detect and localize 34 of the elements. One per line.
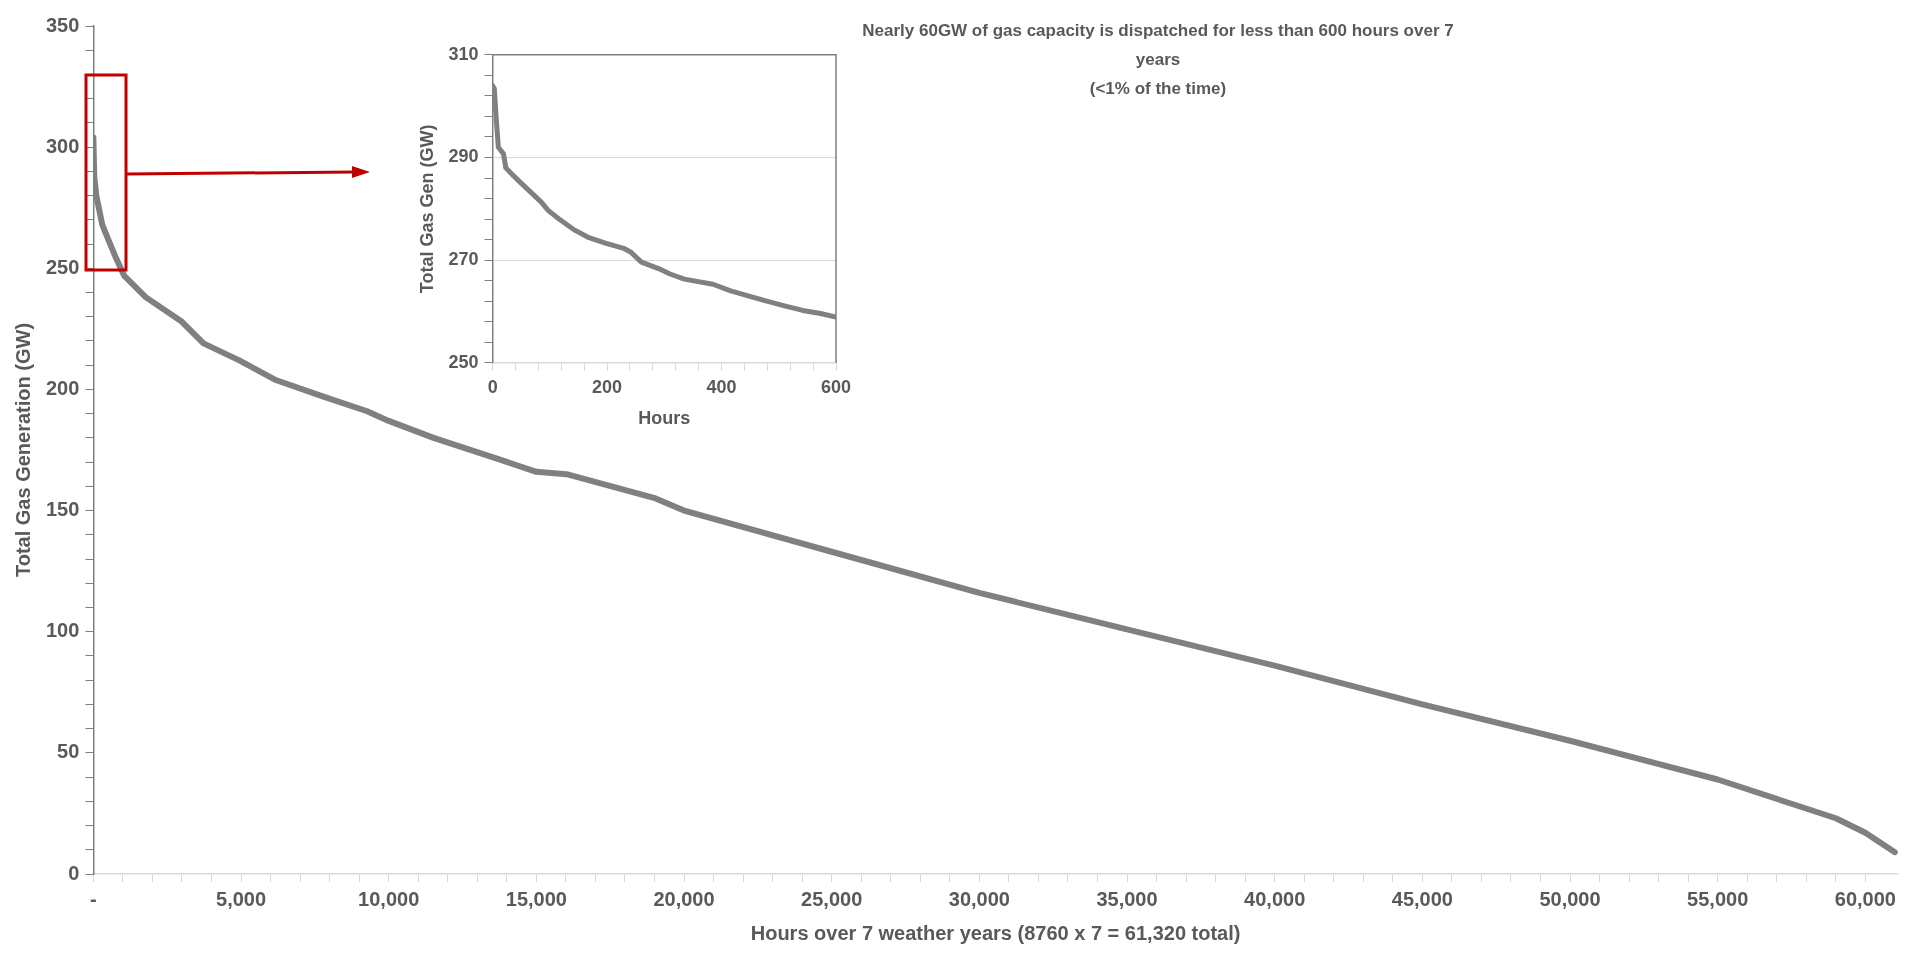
x-tick-label: 200 bbox=[592, 376, 623, 397]
x-tick-label: 40,000 bbox=[1244, 887, 1306, 910]
x-tick-label: 45,000 bbox=[1391, 887, 1453, 910]
x-tick-label: 50,000 bbox=[1539, 887, 1601, 910]
y-tick-label: 270 bbox=[448, 249, 479, 270]
x-tick-label: 10,000 bbox=[358, 887, 420, 910]
x-tick-label: 600 bbox=[820, 376, 852, 397]
x-tick-label: 5,000 bbox=[216, 887, 267, 910]
x-tick-label: 15,000 bbox=[505, 887, 567, 910]
y-tick-label: 300 bbox=[45, 134, 80, 157]
y-tick-label: 250 bbox=[448, 351, 479, 372]
annotation: (<1% of the time) bbox=[1088, 78, 1228, 100]
x-tick-label: 30,000 bbox=[948, 887, 1010, 910]
y-tick-label: 150 bbox=[45, 498, 80, 521]
x-tick-label: 55,000 bbox=[1687, 887, 1749, 910]
x-tick-label: 400 bbox=[706, 376, 737, 397]
x-tick-label: - bbox=[90, 887, 97, 910]
y-axis-title: Total Gas Gen (GW) bbox=[416, 124, 437, 294]
x-tick-label: 60,000 bbox=[1834, 887, 1896, 910]
x-axis-title: Hours bbox=[638, 408, 691, 429]
y-tick-label: 250 bbox=[45, 255, 80, 278]
y-tick-label: 290 bbox=[448, 146, 479, 167]
x-tick-label: 25,000 bbox=[801, 887, 863, 910]
y-axis-title: Total Gas Generation (GW) bbox=[11, 322, 34, 578]
y-tick-label: 310 bbox=[448, 43, 479, 64]
x-tick-label: 35,000 bbox=[1096, 887, 1158, 910]
x-tick-label: 0 bbox=[487, 376, 498, 397]
annotation: Nearly 60GW of gas capacity is dispatched for less than 600 hours over 7 years bbox=[861, 20, 1455, 71]
x-axis-title: Hours over 7 weather years (8760 x 7 = 61,320 total) bbox=[750, 921, 1241, 944]
y-tick-label: 350 bbox=[45, 13, 80, 36]
y-tick-label: 0 bbox=[68, 861, 80, 884]
y-tick-label: 100 bbox=[45, 619, 80, 642]
x-tick-label: 20,000 bbox=[653, 887, 715, 910]
y-tick-label: 50 bbox=[57, 740, 80, 763]
